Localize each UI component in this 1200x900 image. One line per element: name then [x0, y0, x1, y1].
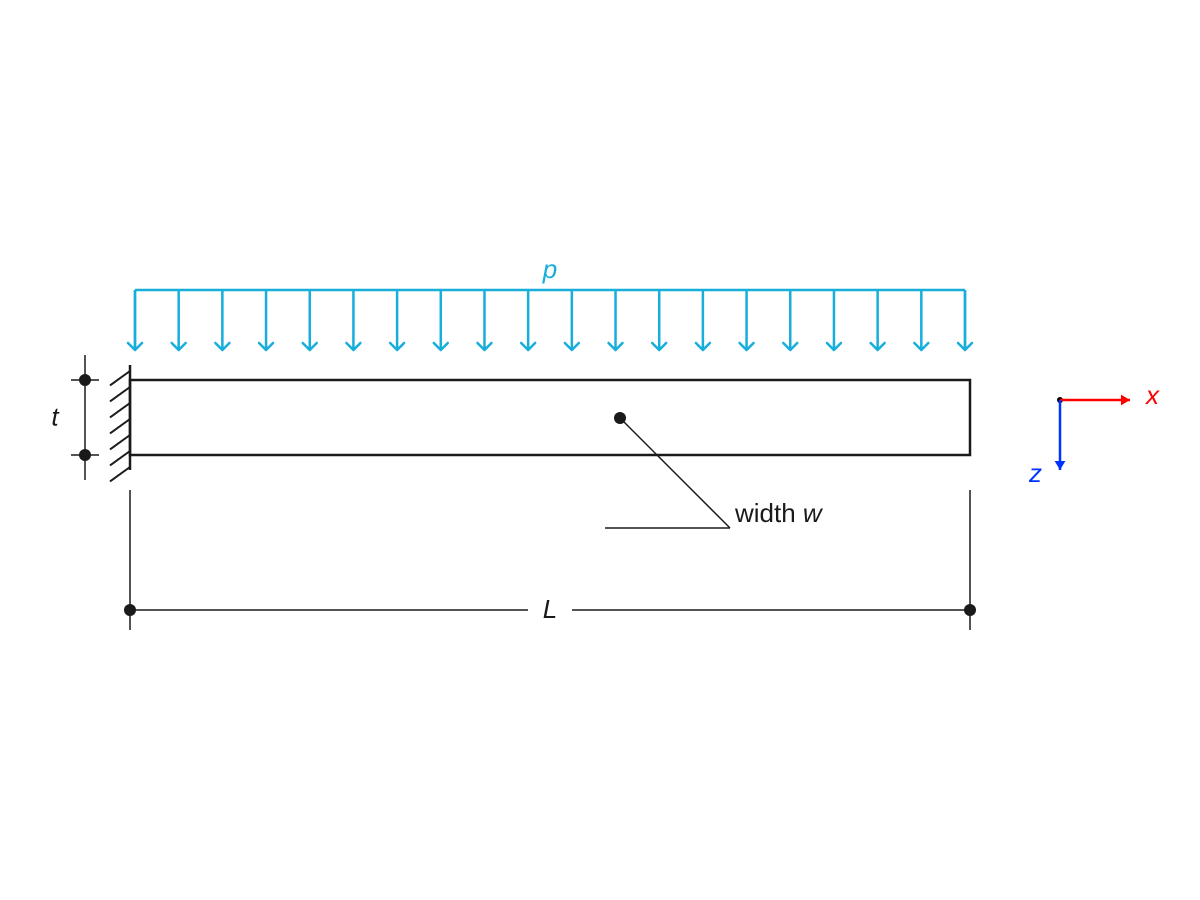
width-label: width w	[734, 498, 824, 528]
thickness-dimension: t	[51, 355, 99, 480]
z-axis-label: z	[1028, 458, 1042, 488]
distributed-load: p	[128, 254, 972, 350]
load-label: p	[542, 254, 557, 284]
length-label: L	[543, 594, 557, 624]
length-dimension: L	[124, 490, 976, 630]
x-axis-label: x	[1144, 380, 1160, 410]
beam-body	[130, 380, 970, 455]
thickness-label: t	[51, 402, 60, 432]
coordinate-axes: xz	[1028, 380, 1160, 488]
width-leader: width w	[605, 412, 824, 528]
beam-diagram: ptLwidth wxz	[0, 0, 1200, 900]
fixed-support	[110, 365, 130, 481]
